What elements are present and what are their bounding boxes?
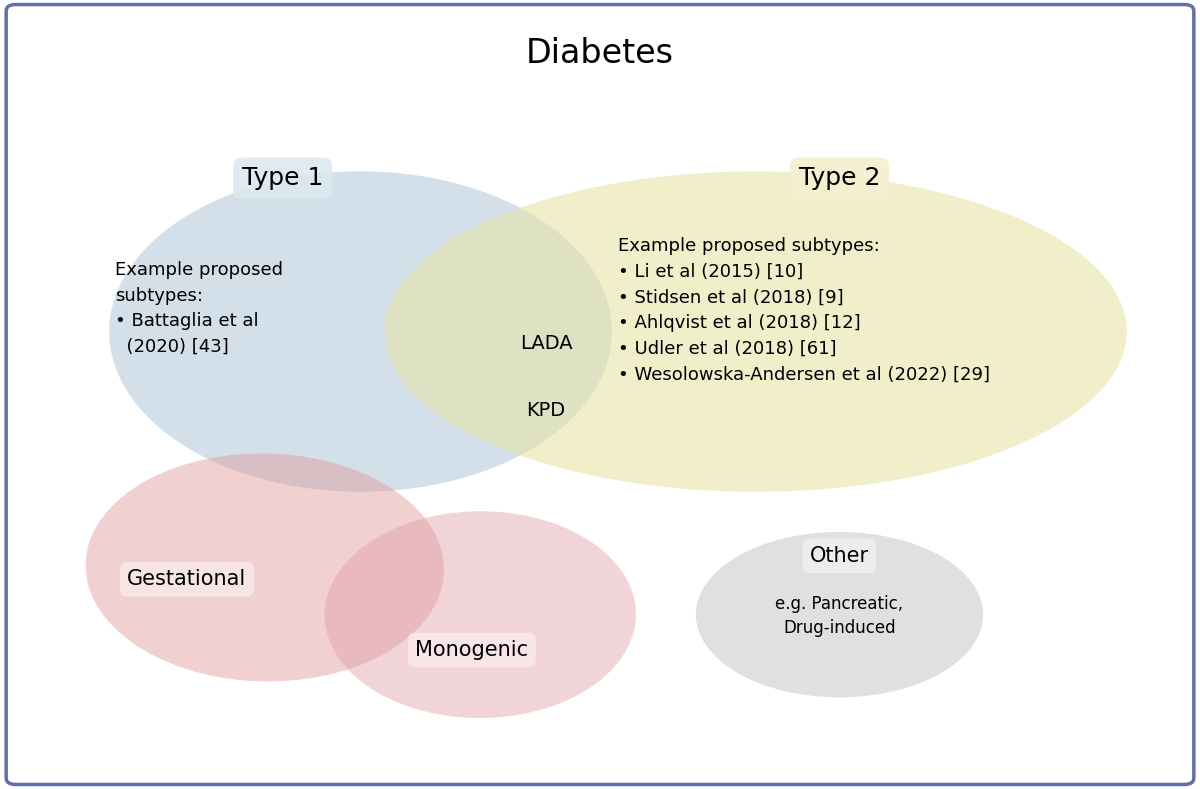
Ellipse shape bbox=[109, 171, 612, 492]
Text: Example proposed subtypes:
• Li et al (2015) [10]
• Stidsen et al (2018) [9]
• A: Example proposed subtypes: • Li et al (2… bbox=[618, 237, 990, 383]
Text: Type 2: Type 2 bbox=[799, 166, 880, 190]
Text: Gestational: Gestational bbox=[127, 569, 246, 589]
Ellipse shape bbox=[384, 171, 1127, 492]
Ellipse shape bbox=[85, 454, 444, 682]
Text: LADA: LADA bbox=[520, 334, 572, 353]
Text: Diabetes: Diabetes bbox=[526, 37, 674, 69]
Text: e.g. Pancreatic,
Drug-induced: e.g. Pancreatic, Drug-induced bbox=[775, 595, 904, 637]
Ellipse shape bbox=[696, 532, 983, 697]
Text: Type 1: Type 1 bbox=[242, 166, 324, 190]
Text: Monogenic: Monogenic bbox=[415, 640, 528, 660]
Text: KPD: KPD bbox=[527, 401, 565, 420]
Text: Other: Other bbox=[810, 546, 869, 566]
Ellipse shape bbox=[325, 511, 636, 718]
Text: Example proposed
subtypes:
• Battaglia et al
  (2020) [43]: Example proposed subtypes: • Battaglia e… bbox=[115, 261, 283, 356]
